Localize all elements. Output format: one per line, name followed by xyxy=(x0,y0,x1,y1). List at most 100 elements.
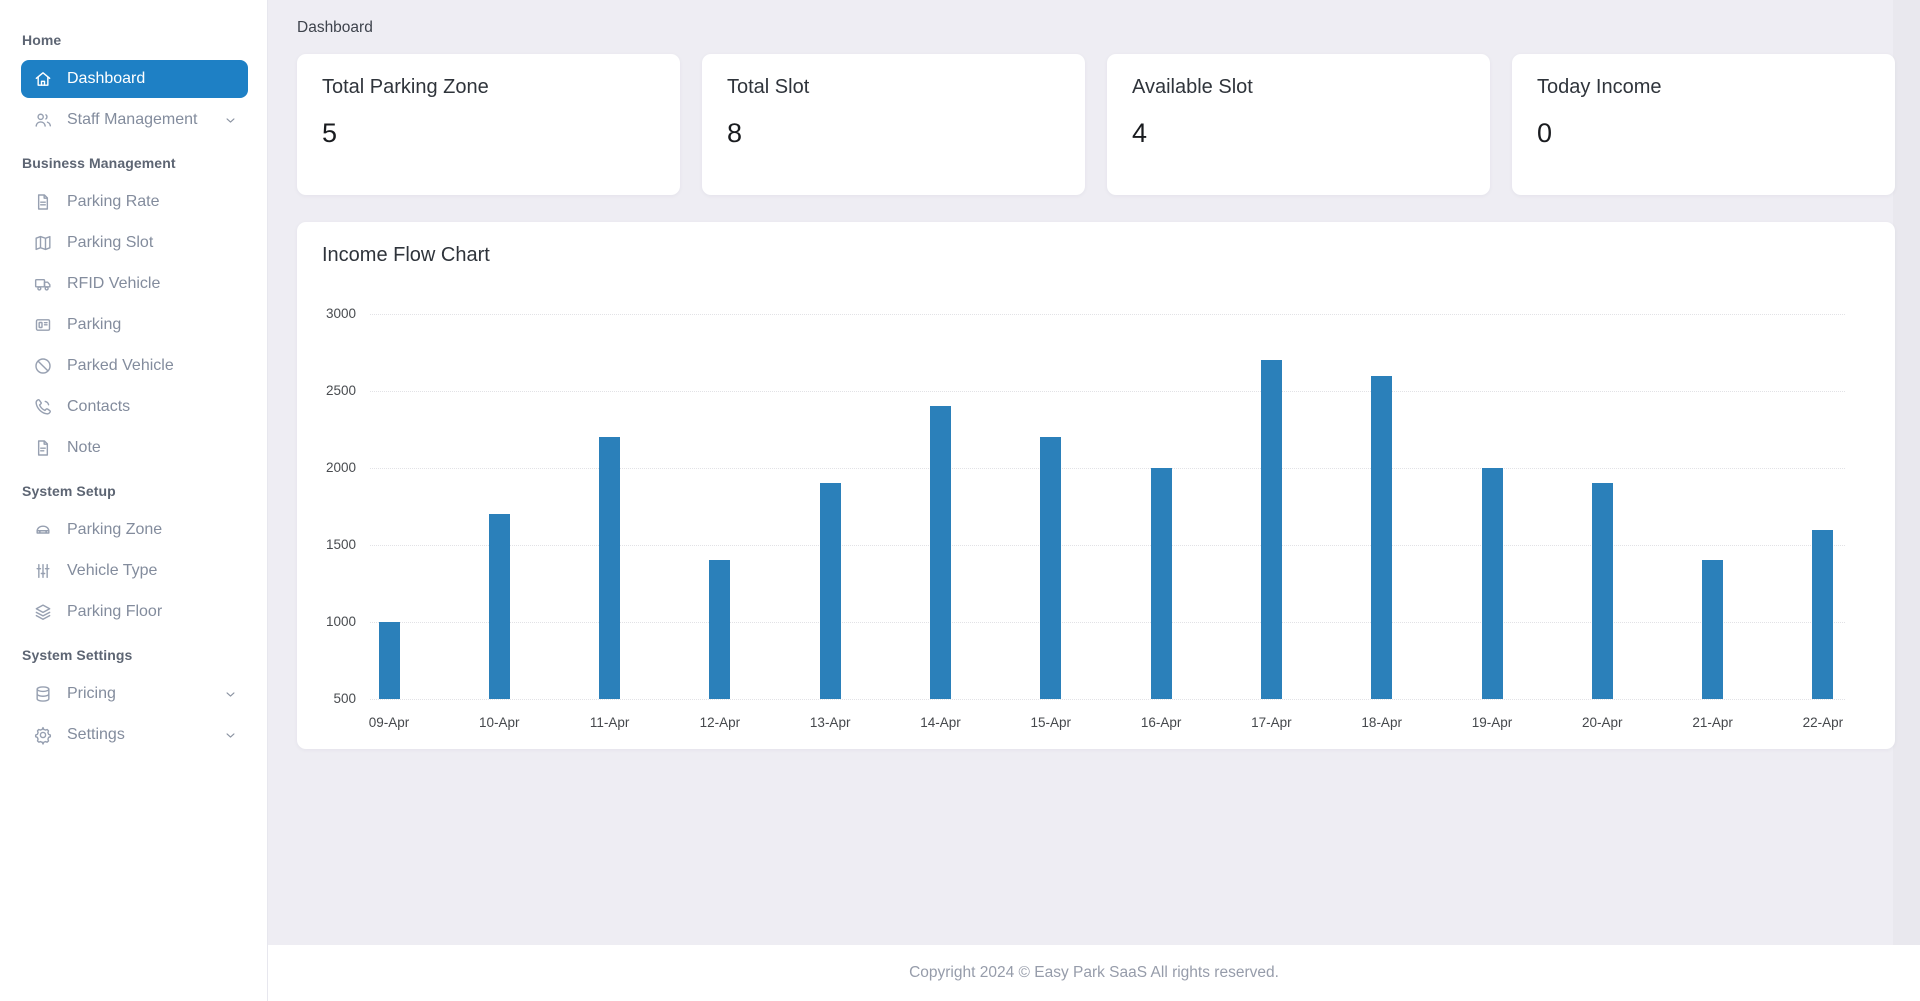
income-bar-20-apr[interactable] xyxy=(1591,483,1613,699)
y-axis-tick-label: 1500 xyxy=(325,537,356,552)
stat-card-value: 0 xyxy=(1537,118,1553,148)
sidebar-item-label: Staff Management xyxy=(67,111,198,128)
map-icon xyxy=(33,233,53,253)
sidebar-item-settings[interactable]: Settings xyxy=(21,716,248,754)
x-axis-tick-label: 22-Apr xyxy=(1802,715,1844,730)
section-header-business-management: Business Management xyxy=(22,155,176,171)
main-area: Dashboard Total Parking Zone 5 Total Slot 8… xyxy=(268,0,1920,1001)
chevron-down-icon xyxy=(223,728,238,743)
x-axis-tick-label: 11-Apr xyxy=(589,715,630,730)
database-icon xyxy=(33,684,53,704)
y-axis-tick-label: 2500 xyxy=(325,383,356,398)
sidebar-item-parking-slot[interactable]: Parking Slot xyxy=(21,224,248,262)
income-bar-17-apr[interactable] xyxy=(1260,360,1282,699)
section-header-system-settings: System Settings xyxy=(22,647,133,663)
x-axis-tick-label: 13-Apr xyxy=(809,715,851,730)
chevron-down-icon xyxy=(223,113,238,128)
breadcrumb: Dashboard xyxy=(297,19,373,36)
section-header-home: Home xyxy=(22,32,62,48)
file-icon xyxy=(33,192,53,212)
stat-card-value: 5 xyxy=(322,118,338,148)
layers-icon xyxy=(33,602,53,622)
sidebar-item-pricing[interactable]: Pricing xyxy=(21,675,248,713)
income-bar-18-apr[interactable] xyxy=(1371,375,1393,699)
chart-gridline xyxy=(370,314,1845,315)
income-bar-22-apr[interactable] xyxy=(1812,529,1834,699)
stat-card-total-parking-zone: Total Parking Zone 5 xyxy=(297,54,680,195)
sidebar-item-parking-zone[interactable]: Parking Zone xyxy=(21,511,248,549)
sidebar-item-label: Parking xyxy=(67,316,122,333)
stat-card-value: 4 xyxy=(1132,118,1148,148)
sidebar-item-vehicle-type[interactable]: Vehicle Type xyxy=(21,552,248,590)
sidebar: Home Dashboard Staff Management Business Ma… xyxy=(0,0,268,1001)
sidebar-item-rfid-vehicle[interactable]: RFID Vehicle xyxy=(21,265,248,303)
sidebar-item-note[interactable]: Note xyxy=(21,429,248,467)
income-bar-14-apr[interactable] xyxy=(930,406,951,699)
chart-title: Income Flow Chart xyxy=(322,244,490,266)
stat-card-available-slot: Available Slot 4 xyxy=(1107,54,1490,195)
truck-icon xyxy=(33,274,53,294)
y-axis-tick-label: 3000 xyxy=(325,306,356,321)
sidebar-item-parking-rate[interactable]: Parking Rate xyxy=(21,183,248,221)
x-axis-tick-label: 14-Apr xyxy=(920,715,961,730)
stat-card-title: Total Parking Zone xyxy=(322,76,489,98)
chart-gridline xyxy=(370,468,1845,469)
chart-gridline xyxy=(370,545,1845,546)
sidebar-item-contacts[interactable]: Contacts xyxy=(21,388,248,426)
sidebar-item-parked-vehicle[interactable]: Parked Vehicle xyxy=(21,347,248,385)
car-icon xyxy=(33,520,53,540)
stat-card-value: 8 xyxy=(727,118,743,148)
sidebar-item-label: Vehicle Type xyxy=(67,562,158,579)
x-axis-tick-label: 21-Apr xyxy=(1692,715,1733,730)
content: Dashboard Total Parking Zone 5 Total Slot 8… xyxy=(268,0,1920,749)
y-axis-tick-label: 1000 xyxy=(325,614,356,629)
sidebar-item-label: Parking Zone xyxy=(67,521,163,538)
stat-card-title: Available Slot xyxy=(1132,76,1253,98)
sidebar-item-parking[interactable]: Parking xyxy=(21,306,248,344)
chart-plot: 3000 2500 2000 1500 1000 500 09-Apr 10-Apr 11-Ap… xyxy=(297,222,1895,749)
sidebar-item-label: Dashboard xyxy=(67,70,146,87)
x-axis-tick-label: 20-Apr xyxy=(1582,715,1623,730)
sidebar-item-parking-floor[interactable]: Parking Floor xyxy=(21,593,248,631)
income-bar-16-apr[interactable] xyxy=(1150,468,1172,699)
y-axis-tick-label: 500 xyxy=(333,691,356,706)
income-bar-09-apr[interactable] xyxy=(378,622,400,699)
stat-card-title: Today Income xyxy=(1537,76,1662,98)
sidebar-item-staff-management[interactable]: Staff Management xyxy=(21,101,248,139)
sidebar-item-label: Parking Rate xyxy=(67,193,160,210)
chart-gridline xyxy=(370,699,1845,700)
home-icon xyxy=(33,69,53,89)
income-flow-chart-card: Income Flow Chart 3000 2500 2000 1500 1000 50… xyxy=(297,222,1895,749)
sidebar-item-label: Parking Slot xyxy=(67,234,154,251)
chart-gridline xyxy=(370,391,1845,392)
income-bar-12-apr[interactable] xyxy=(709,560,731,699)
income-bar-15-apr[interactable] xyxy=(1040,437,1062,699)
gear-icon xyxy=(33,725,53,745)
scrollbar-gutter[interactable] xyxy=(1893,0,1920,945)
chart-gridline xyxy=(370,622,1845,623)
stat-card-title: Total Slot xyxy=(727,76,810,98)
x-axis-tick-label: 19-Apr xyxy=(1471,715,1513,730)
sidebar-item-label: RFID Vehicle xyxy=(67,275,161,292)
sidebar-item-label: Parked Vehicle xyxy=(67,357,174,374)
phone-icon xyxy=(33,397,53,417)
sidebar-item-label: Pricing xyxy=(67,685,116,702)
y-axis-tick-label: 2000 xyxy=(325,460,356,475)
income-bar-11-apr[interactable] xyxy=(599,437,621,699)
income-bar-19-apr[interactable] xyxy=(1481,468,1503,699)
stat-cards-row: Total Parking Zone 5 Total Slot 8 Available … xyxy=(297,54,1895,195)
section-header-system-setup: System Setup xyxy=(22,483,116,499)
ticket-icon xyxy=(33,315,53,335)
income-bar-21-apr[interactable] xyxy=(1702,560,1724,699)
chevron-down-icon xyxy=(223,687,238,702)
users-icon xyxy=(33,110,53,130)
income-bar-13-apr[interactable] xyxy=(819,483,841,699)
income-bar-10-apr[interactable] xyxy=(488,514,510,699)
sidebar-item-dashboard[interactable]: Dashboard xyxy=(21,60,248,98)
sliders-icon xyxy=(33,561,53,581)
x-axis-tick-label: 15-Apr xyxy=(1030,715,1072,730)
sidebar-item-label: Note xyxy=(67,439,101,456)
ban-icon xyxy=(33,356,53,376)
stat-card-today-income: Today Income 0 xyxy=(1512,54,1895,195)
stat-card-total-slot: Total Slot 8 xyxy=(702,54,1085,195)
